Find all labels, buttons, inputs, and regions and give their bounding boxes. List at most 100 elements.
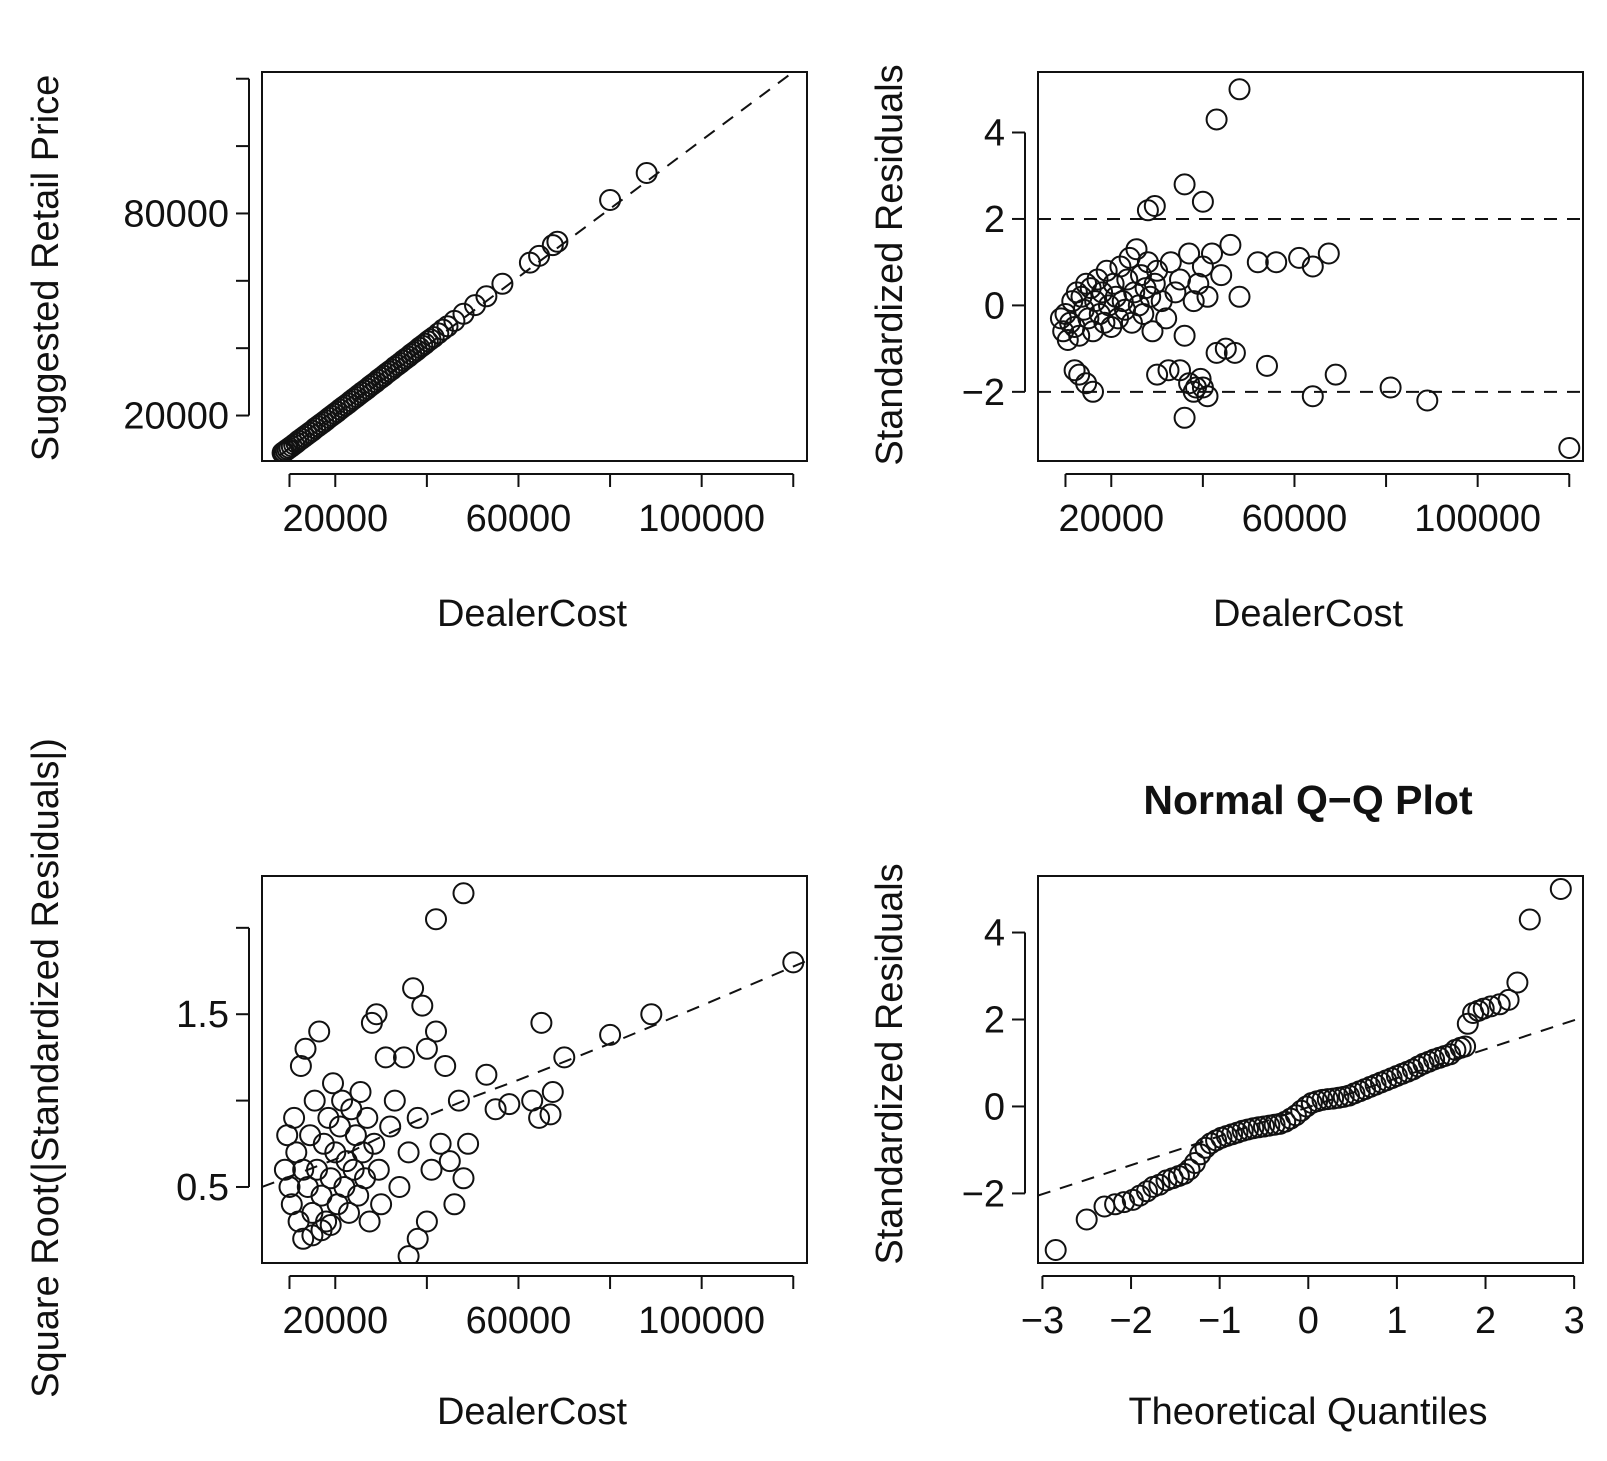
data-point <box>635 162 658 184</box>
data-point <box>365 1003 388 1026</box>
data-point <box>530 1011 553 1034</box>
data-point <box>1454 1035 1477 1058</box>
plot-area <box>262 882 807 1263</box>
data-point <box>353 379 376 402</box>
data-point <box>406 1227 429 1250</box>
data-point <box>292 1158 315 1181</box>
x-tick-label: 100000 <box>638 498 765 540</box>
data-point <box>484 1098 507 1121</box>
data-point <box>541 1081 564 1103</box>
data-point <box>397 1245 420 1263</box>
data-point <box>370 366 393 389</box>
data-point <box>411 994 434 1017</box>
data-point <box>1549 878 1572 900</box>
data-point <box>1210 264 1233 287</box>
residual-panel: DealerCost Standardized Residuals 20000 6… <box>869 64 1584 635</box>
data-point <box>443 1193 466 1216</box>
data-point <box>1256 354 1278 377</box>
plot-area <box>270 72 795 461</box>
data-point <box>273 1158 296 1181</box>
y-tick-label: 80000 <box>123 193 229 235</box>
data-point <box>1095 259 1118 282</box>
fitted-line-panel: DealerCost Suggested Retail Price 20000 6… <box>25 71 808 635</box>
data-point <box>356 1106 379 1129</box>
data-point <box>1416 389 1439 412</box>
data-point <box>429 1132 452 1155</box>
data-point <box>406 1106 429 1129</box>
data-point <box>425 1020 447 1043</box>
data-point <box>1136 1180 1158 1203</box>
data-point <box>1295 1095 1318 1118</box>
x-tick-label: −3 <box>1021 1300 1064 1342</box>
data-point <box>438 1150 461 1173</box>
data-point <box>1139 285 1162 308</box>
data-point <box>1191 376 1214 399</box>
data-point <box>370 1193 393 1216</box>
data-point <box>1044 1239 1067 1261</box>
plot-frame <box>261 71 808 462</box>
data-point <box>599 189 622 211</box>
data-point <box>498 1093 521 1116</box>
data-point <box>1082 380 1104 403</box>
y-tick-label: −2 <box>962 372 1005 414</box>
plot-area <box>1038 78 1583 459</box>
data-point <box>528 1106 551 1129</box>
data-point <box>397 1141 420 1164</box>
data-point <box>1219 233 1242 256</box>
x-tick-label: 2 <box>1475 1300 1496 1342</box>
data-point <box>1159 251 1182 274</box>
data-point <box>374 1046 397 1069</box>
x-tick-label: 60000 <box>466 498 572 540</box>
data-point <box>1246 251 1269 274</box>
y-tick-label: −2 <box>962 1173 1005 1215</box>
data-point <box>415 1037 438 1060</box>
data-point <box>539 1103 562 1126</box>
data-point <box>782 951 805 974</box>
normal-qq-panel: Normal Q−Q Plot Theoretical Quantiles St… <box>869 777 1585 1433</box>
data-point <box>1223 341 1246 364</box>
data-point <box>319 1214 342 1236</box>
data-point <box>491 272 514 295</box>
y-tick-label: 2 <box>984 199 1005 241</box>
data-point <box>386 354 409 376</box>
data-point <box>364 371 387 394</box>
data-point <box>359 375 382 398</box>
data-point <box>1136 199 1159 222</box>
data-point <box>388 1176 411 1198</box>
x-tick-label: −1 <box>1198 1300 1241 1342</box>
data-point <box>553 1046 576 1069</box>
data-point <box>1113 1191 1135 1214</box>
data-point <box>358 1210 381 1233</box>
data-point <box>1178 1158 1201 1181</box>
x-axis-label: DealerCost <box>437 593 628 635</box>
data-point <box>1056 329 1079 351</box>
data-point <box>383 1089 406 1112</box>
data-point <box>640 1003 663 1026</box>
data-point <box>1093 311 1116 334</box>
data-point <box>342 1158 365 1181</box>
y-tick-label: 2 <box>984 999 1005 1041</box>
data-point <box>312 411 335 434</box>
data-point <box>283 1106 306 1129</box>
data-point <box>400 343 423 366</box>
data-point <box>1146 363 1169 386</box>
data-point <box>452 882 475 905</box>
y-axis-label: Standardized Residuals <box>869 863 911 1264</box>
data-point <box>381 358 404 381</box>
data-point <box>342 388 365 410</box>
data-point <box>447 1089 470 1112</box>
data-point <box>425 908 447 931</box>
data-point <box>599 1023 622 1046</box>
scale-location-panel: DealerCost Square Root(|Standardized Res… <box>25 738 808 1433</box>
data-point <box>546 230 569 253</box>
data-point <box>351 1141 374 1164</box>
x-axis-label: DealerCost <box>1213 593 1404 635</box>
data-point <box>1063 359 1086 382</box>
data-point <box>1456 1012 1479 1035</box>
data-point <box>1111 290 1134 313</box>
data-point <box>1068 324 1091 347</box>
data-point <box>363 1132 386 1155</box>
data-point <box>452 302 475 325</box>
data-point <box>1141 320 1164 343</box>
